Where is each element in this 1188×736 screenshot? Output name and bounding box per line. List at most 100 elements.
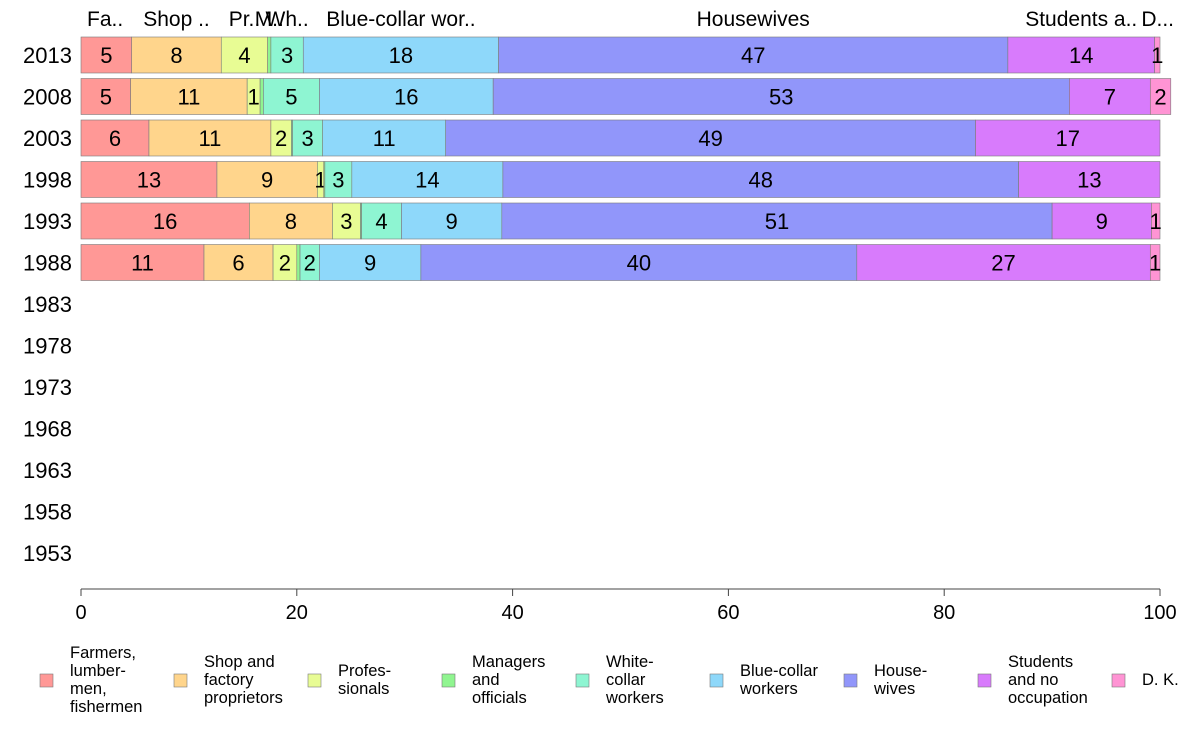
data-label: 1 [1151, 43, 1163, 68]
bar-segment [270, 36, 304, 74]
data-label: 2 [1154, 85, 1166, 110]
bar-segment [502, 161, 1019, 198]
y-tick-label: 1993 [23, 209, 72, 234]
bar-segment [322, 119, 447, 157]
data-label: 5 [100, 43, 112, 68]
bar-segment [80, 36, 133, 74]
data-label: 17 [1056, 126, 1080, 151]
legend-swatch [843, 673, 858, 688]
bar-segment [1069, 78, 1151, 115]
legend-item: Profes-sionals [307, 662, 391, 698]
data-label: 8 [285, 209, 297, 234]
y-tick-label: 1988 [23, 251, 72, 276]
series-top-label: Blue-collar wor.. [326, 8, 475, 31]
data-label: 3 [301, 126, 313, 151]
legend-item: Farmers, lumber-men, fishermen [39, 644, 142, 716]
y-tick-label: 1963 [23, 458, 72, 483]
data-label: 13 [137, 168, 161, 193]
bar-segment [296, 244, 301, 281]
bar-segment [249, 202, 333, 240]
data-label: 49 [698, 126, 722, 151]
bar-segment [856, 244, 1151, 281]
legend-label: Managers and officials [472, 653, 545, 707]
data-label: 3 [332, 168, 344, 193]
legend-item: Managers and officials [441, 653, 545, 707]
y-tick-label: 2003 [23, 126, 72, 151]
top-series-labels: Fa.. Shop .. Pr..M..Wh.. Blue-collar wor.. H… [87, 8, 1174, 31]
legend-swatch [575, 673, 590, 688]
bar-segment [203, 244, 274, 281]
bar-segment [220, 36, 268, 74]
bar-segment [80, 244, 205, 281]
x-tick-label: 20 [286, 602, 308, 624]
data-label: 53 [769, 85, 793, 110]
bar-segment [332, 202, 361, 240]
series-top-label: Housewives [697, 8, 810, 31]
data-label: 6 [109, 126, 121, 151]
series-top-label: Wh.. [266, 8, 309, 31]
data-label: 9 [261, 168, 273, 193]
y-tick-label: 1983 [23, 292, 72, 317]
data-label: 18 [389, 43, 413, 68]
bar-segment [319, 78, 494, 115]
data-label: 4 [238, 43, 250, 68]
series-top-label: M.. [255, 8, 284, 31]
bar-segment [975, 119, 1161, 157]
y-tick-label: 1958 [23, 500, 72, 525]
bar-segment [501, 202, 1053, 240]
legend-label: Farmers, lumber-men, fishermen [70, 644, 142, 716]
data-label: 16 [153, 209, 177, 234]
data-label: 14 [1069, 43, 1093, 68]
data-label: 1 [1149, 251, 1161, 276]
data-label: 27 [991, 251, 1015, 276]
legend-item: House-wives [843, 662, 927, 698]
data-label: 48 [749, 168, 773, 193]
bar-segment [130, 78, 248, 115]
bar-segment [1149, 244, 1161, 281]
data-label: 9 [1096, 209, 1108, 234]
data-label: 47 [741, 43, 765, 68]
legend-swatch [1111, 673, 1126, 688]
legend-swatch [441, 673, 456, 688]
data-label: 2 [275, 126, 287, 151]
data-label: 9 [364, 251, 376, 276]
bar-segment [445, 119, 976, 157]
x-tick-label: 100 [1143, 602, 1176, 624]
bar-segment [1154, 36, 1161, 74]
bar-segment [148, 119, 272, 157]
bar-segment [1149, 78, 1172, 115]
bar-segment [259, 78, 264, 115]
bar-segment [324, 161, 353, 198]
bar-segment [1007, 36, 1155, 74]
series-top-label: Students a.. [1025, 8, 1137, 31]
bar-segment [216, 161, 318, 198]
legend-item: Shop and factory proprietors [173, 653, 283, 707]
series-top-label: Fa.. [87, 8, 123, 31]
data-label: 4 [375, 209, 387, 234]
data-label: 2 [279, 251, 291, 276]
bar-segment [1051, 202, 1152, 240]
legend-swatch [977, 673, 992, 688]
data-label: 7 [1104, 85, 1116, 110]
bar-segment [80, 119, 150, 157]
data-label: 8 [170, 43, 182, 68]
data-label: 11 [177, 85, 200, 110]
bar-segment [1151, 202, 1161, 240]
legend-label: White-collar workers [605, 653, 664, 707]
legend-label: House-wives [873, 662, 927, 698]
x-tick-label: 0 [75, 602, 86, 624]
y-tick-label: 2008 [23, 85, 72, 110]
y-tick-label: 1968 [23, 417, 72, 442]
bar-segment [498, 36, 1009, 74]
bar-segment [302, 36, 499, 74]
legend-item: Blue-collar workers [709, 662, 818, 698]
data-label: 5 [100, 85, 112, 110]
data-label: 14 [415, 168, 439, 193]
x-tick-label: 40 [501, 602, 523, 624]
x-tick-label: 60 [717, 602, 739, 624]
data-label: 11 [131, 251, 154, 276]
data-label: 3 [281, 43, 293, 68]
series-top-label: Pr.. [229, 8, 261, 31]
